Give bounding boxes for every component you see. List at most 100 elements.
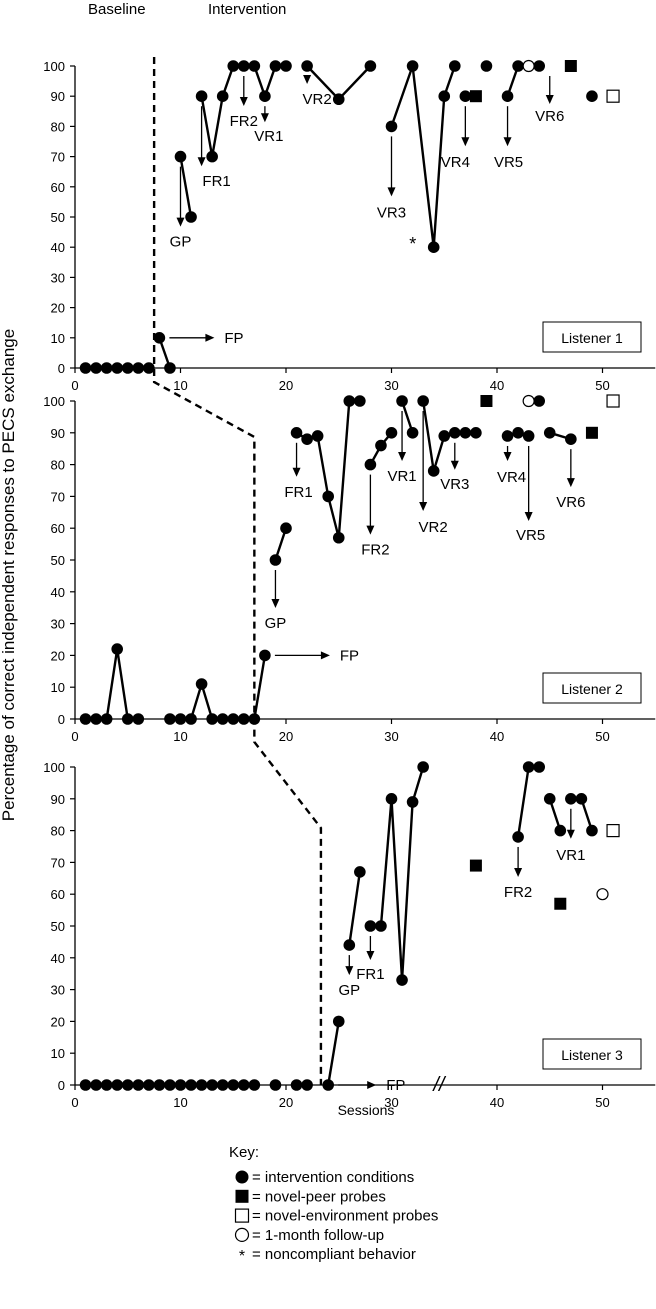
legend-filled-circle-icon bbox=[235, 1170, 249, 1184]
x-tick-label: 50 bbox=[595, 1095, 609, 1110]
x-tick-label: 10 bbox=[173, 378, 187, 393]
intervention-point bbox=[417, 395, 429, 407]
y-tick-label: 20 bbox=[51, 1014, 65, 1029]
intervention-point bbox=[480, 60, 493, 72]
y-tick-label: 100 bbox=[43, 760, 65, 775]
phase-label-baseline: Baseline bbox=[88, 1, 146, 18]
annotation-arrowhead bbox=[239, 97, 248, 106]
intervention-point bbox=[364, 458, 377, 471]
intervention-point bbox=[143, 1079, 155, 1091]
x-tick-label: 40 bbox=[490, 1095, 504, 1110]
annotation-arrowhead bbox=[545, 95, 554, 104]
x-tick-label: 50 bbox=[595, 378, 609, 393]
x-tick-label: 0 bbox=[71, 1095, 78, 1110]
intervention-point bbox=[543, 427, 556, 439]
novel-peer-probe-point bbox=[554, 897, 567, 910]
y-tick-label: 10 bbox=[51, 331, 65, 346]
intervention-point bbox=[100, 713, 113, 725]
y-tick-label: 80 bbox=[51, 824, 65, 839]
intervention-point bbox=[332, 531, 345, 544]
intervention-point bbox=[396, 395, 408, 407]
y-tick-label: 30 bbox=[51, 983, 65, 998]
intervention-point bbox=[385, 427, 398, 439]
intervention-point bbox=[259, 649, 271, 662]
annotation-label: VR3 bbox=[440, 476, 469, 493]
intervention-point bbox=[438, 90, 451, 102]
annotation-label: GP bbox=[338, 982, 360, 999]
novel-peer-probe-point bbox=[480, 395, 493, 407]
y-tick-label: 20 bbox=[51, 301, 65, 316]
intervention-point bbox=[311, 430, 324, 442]
intervention-point bbox=[206, 150, 218, 163]
y-tick-label: 50 bbox=[51, 210, 65, 225]
intervention-point bbox=[406, 796, 419, 808]
x-tick-label: 40 bbox=[490, 729, 504, 744]
y-tick-label: 40 bbox=[51, 585, 65, 600]
intervention-point bbox=[90, 1079, 102, 1091]
intervention-point bbox=[543, 793, 556, 805]
annotation-arrowhead bbox=[450, 460, 459, 470]
intervention-point bbox=[100, 1079, 113, 1091]
intervention-point bbox=[438, 430, 451, 442]
intervention-point bbox=[195, 1079, 208, 1091]
legend-item-label: = 1-month follow-up bbox=[252, 1227, 384, 1244]
phase-label-intervention: Intervention bbox=[208, 1, 286, 18]
annotation-arrowhead bbox=[303, 75, 312, 84]
data-line bbox=[85, 648, 139, 721]
intervention-point bbox=[354, 395, 366, 407]
y-tick-label: 70 bbox=[51, 855, 65, 870]
x-tick-label: 10 bbox=[173, 729, 187, 744]
intervention-point bbox=[132, 362, 145, 374]
x-tick-label: 0 bbox=[71, 729, 78, 744]
intervention-point bbox=[79, 362, 92, 374]
annotation-label: VR6 bbox=[556, 494, 585, 511]
intervention-point bbox=[449, 60, 461, 72]
annotation-arrowhead bbox=[566, 478, 575, 488]
x-tick-label: 30 bbox=[384, 378, 398, 393]
novel-environment-probe-point bbox=[606, 89, 620, 103]
y-tick-label: 20 bbox=[51, 648, 65, 663]
annotation-arrowhead bbox=[205, 333, 215, 342]
intervention-point bbox=[195, 90, 208, 102]
intervention-point bbox=[301, 1079, 313, 1091]
intervention-point bbox=[153, 332, 166, 344]
intervention-point bbox=[470, 427, 482, 439]
y-tick-label: 90 bbox=[51, 89, 65, 104]
intervention-point bbox=[533, 395, 545, 407]
legend-open-circle-icon bbox=[234, 1227, 250, 1243]
intervention-point bbox=[301, 433, 313, 445]
intervention-point bbox=[301, 60, 313, 72]
annotation-label: VR1 bbox=[387, 468, 416, 485]
legend-item-label: = noncompliant behavior bbox=[252, 1246, 416, 1263]
annotation-arrowhead bbox=[461, 137, 470, 147]
intervention-point bbox=[459, 90, 472, 102]
intervention-point bbox=[322, 490, 335, 503]
annotation-label: FP bbox=[224, 330, 243, 347]
intervention-point bbox=[121, 713, 134, 725]
novel-peer-probe-point bbox=[564, 60, 577, 72]
intervention-point bbox=[206, 1079, 218, 1091]
intervention-point bbox=[512, 60, 524, 72]
intervention-point bbox=[90, 713, 102, 725]
data-line bbox=[179, 156, 193, 218]
intervention-point bbox=[290, 1079, 303, 1091]
intervention-point bbox=[227, 60, 240, 72]
data-line bbox=[327, 1021, 340, 1086]
annotation-arrowhead bbox=[366, 525, 375, 535]
annotation-label: VR3 bbox=[377, 204, 406, 221]
y-tick-label: 30 bbox=[51, 617, 65, 632]
intervention-point bbox=[259, 90, 271, 102]
intervention-point bbox=[185, 713, 197, 725]
intervention-point bbox=[417, 761, 429, 773]
annotation-label: VR2 bbox=[419, 519, 448, 536]
follow-up-point bbox=[522, 59, 535, 73]
intervention-point bbox=[111, 362, 123, 374]
y-tick-label: 10 bbox=[51, 680, 65, 695]
annotation-arrowhead bbox=[503, 451, 512, 461]
intervention-point bbox=[280, 522, 292, 534]
annotation-label: GP bbox=[265, 615, 287, 632]
x-tick-label: 0 bbox=[71, 378, 78, 393]
intervention-point bbox=[322, 1079, 335, 1091]
annotation-label: VR1 bbox=[254, 128, 283, 145]
intervention-point bbox=[343, 395, 356, 407]
